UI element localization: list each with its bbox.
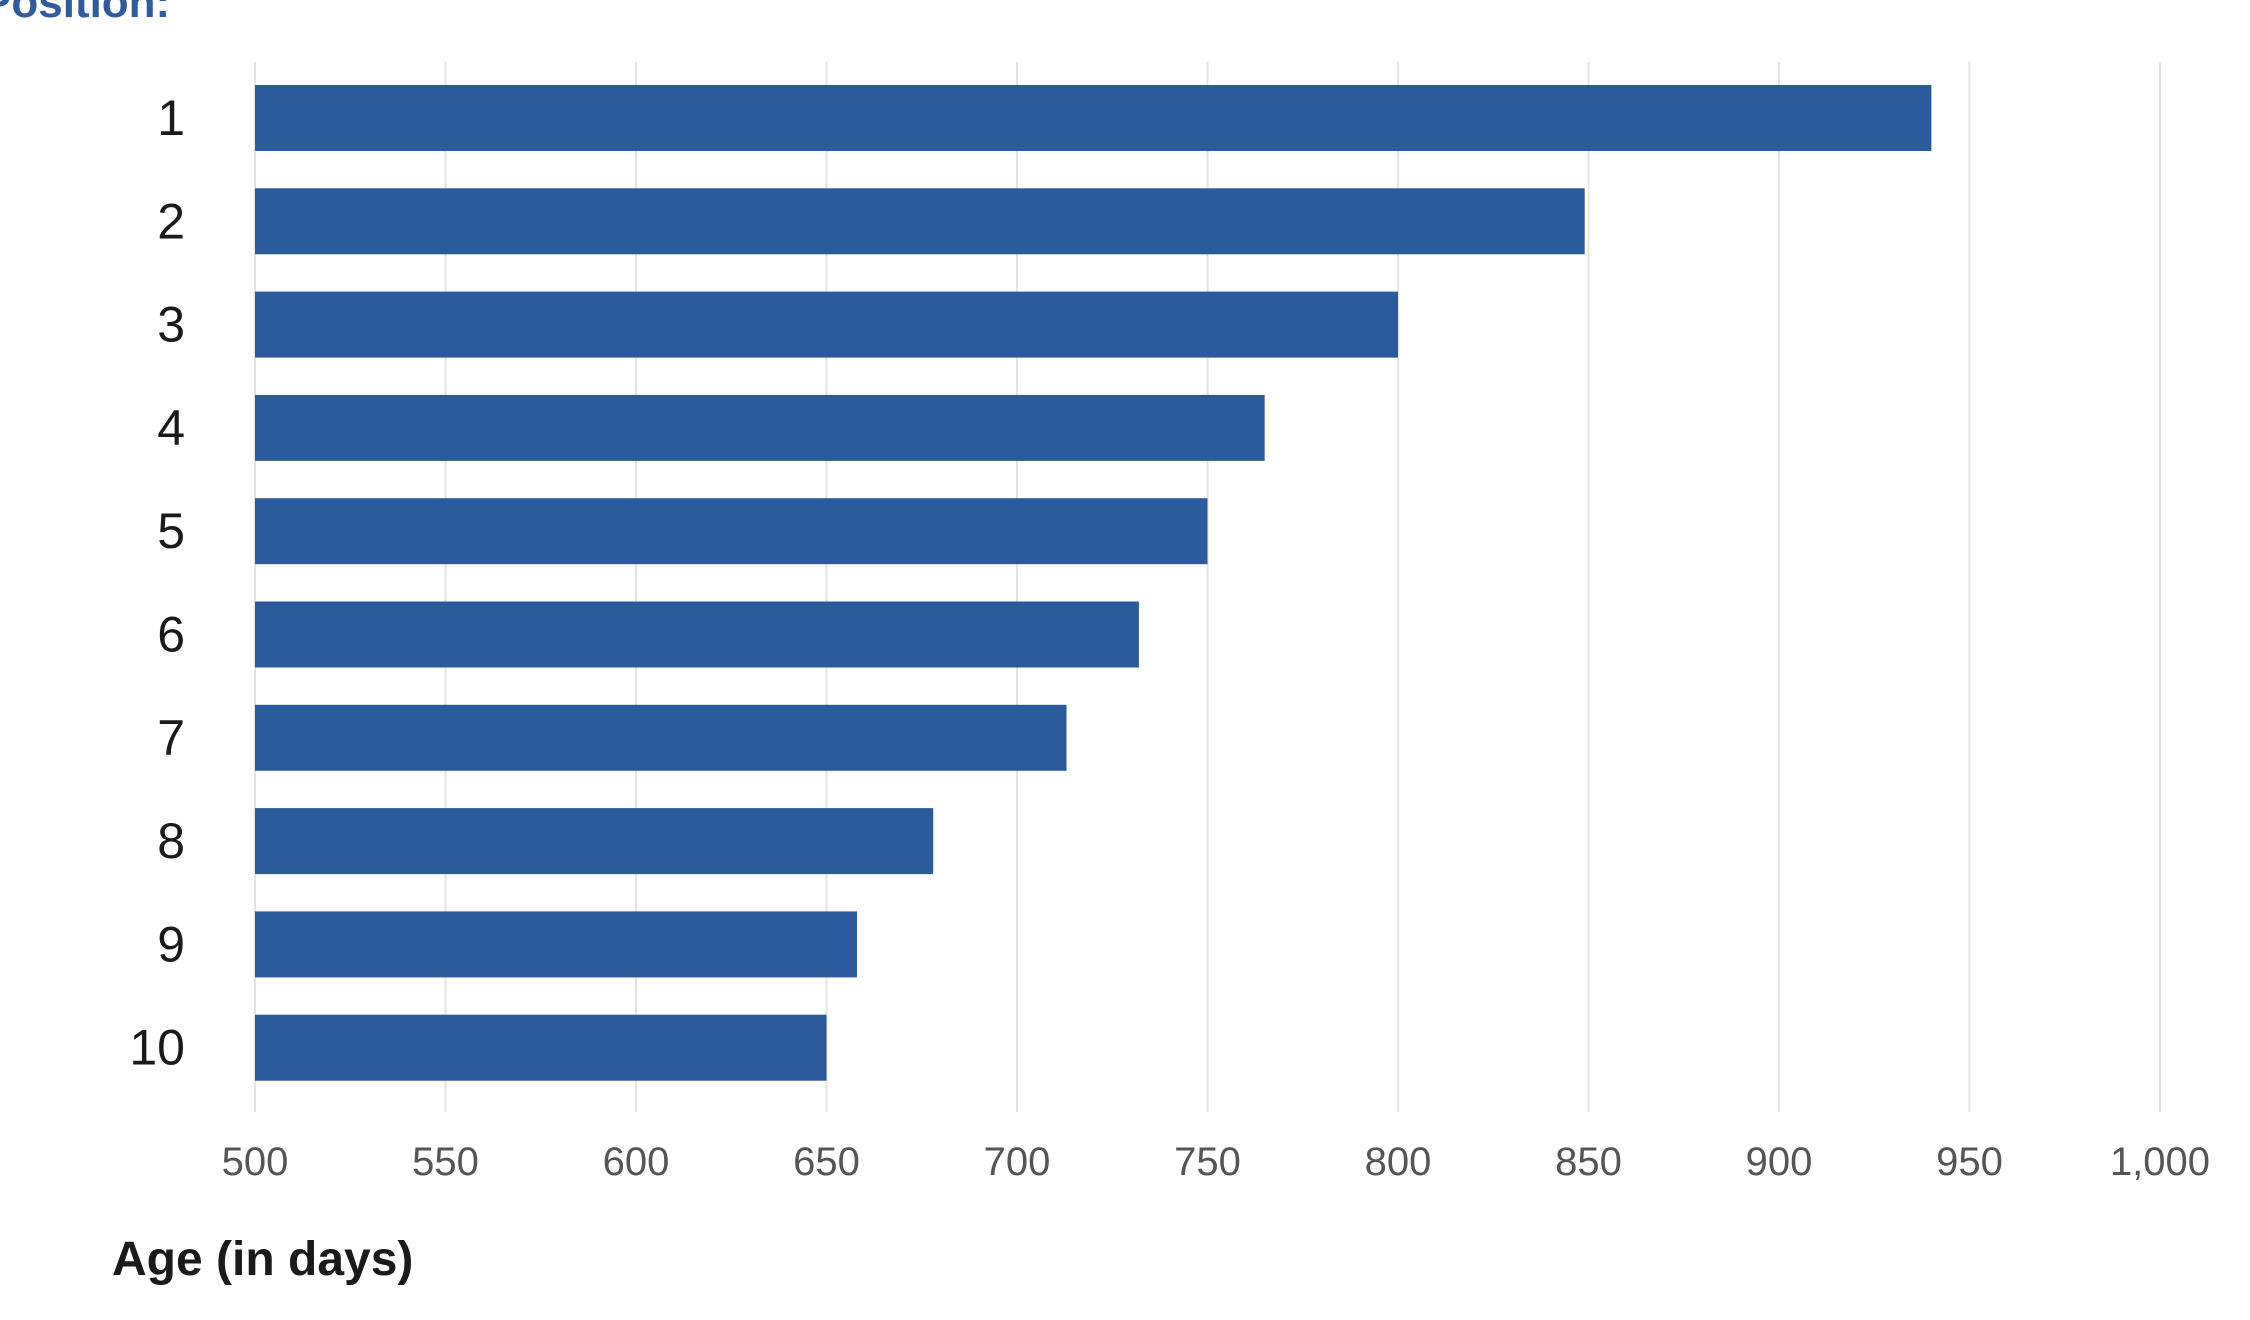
bar-position-9 — [255, 911, 857, 978]
x-tick-label: 650 — [793, 1140, 860, 1184]
category-label: 2 — [157, 193, 185, 249]
x-tick-label: 1,000 — [2110, 1140, 2210, 1184]
x-axis-title: Age (in days) — [112, 1233, 414, 1286]
category-label: 6 — [157, 607, 185, 663]
bar-position-2 — [255, 188, 1585, 255]
x-tick-label: 500 — [222, 1140, 289, 1184]
category-label: 8 — [157, 813, 185, 869]
bars — [255, 85, 1932, 1081]
x-tick-label: 600 — [603, 1140, 670, 1184]
x-tick-label: 550 — [412, 1140, 479, 1184]
x-tick-labels: 500 550 600 650 700 750 800 850 900 950 1,000 — [222, 1140, 2210, 1184]
category-axis-title: Position: — [0, 0, 171, 27]
x-tick-label: 850 — [1555, 1140, 1622, 1184]
category-label: 10 — [129, 1020, 185, 1076]
bar-position-3 — [255, 291, 1398, 358]
bar-position-5 — [255, 498, 1208, 565]
category-label: 4 — [157, 400, 185, 456]
category-label: 3 — [157, 297, 185, 353]
category-labels: 1 2 3 4 5 6 7 8 9 10 — [129, 90, 185, 1076]
x-tick-label: 750 — [1174, 1140, 1241, 1184]
x-tick-label: 800 — [1365, 1140, 1432, 1184]
category-label: 1 — [157, 90, 185, 146]
category-label: 7 — [157, 710, 185, 766]
bar-position-8 — [255, 808, 934, 875]
x-tick-label: 950 — [1936, 1140, 2003, 1184]
bar-position-7 — [255, 704, 1067, 771]
x-tick-label: 900 — [1746, 1140, 1813, 1184]
bar-position-1 — [255, 85, 1932, 151]
x-tick-label: 700 — [984, 1140, 1051, 1184]
bar-position-10 — [255, 1014, 827, 1081]
bar-position-6 — [255, 601, 1139, 668]
category-label: 5 — [157, 503, 185, 559]
category-label: 9 — [157, 916, 185, 972]
bar-position-4 — [255, 394, 1265, 461]
